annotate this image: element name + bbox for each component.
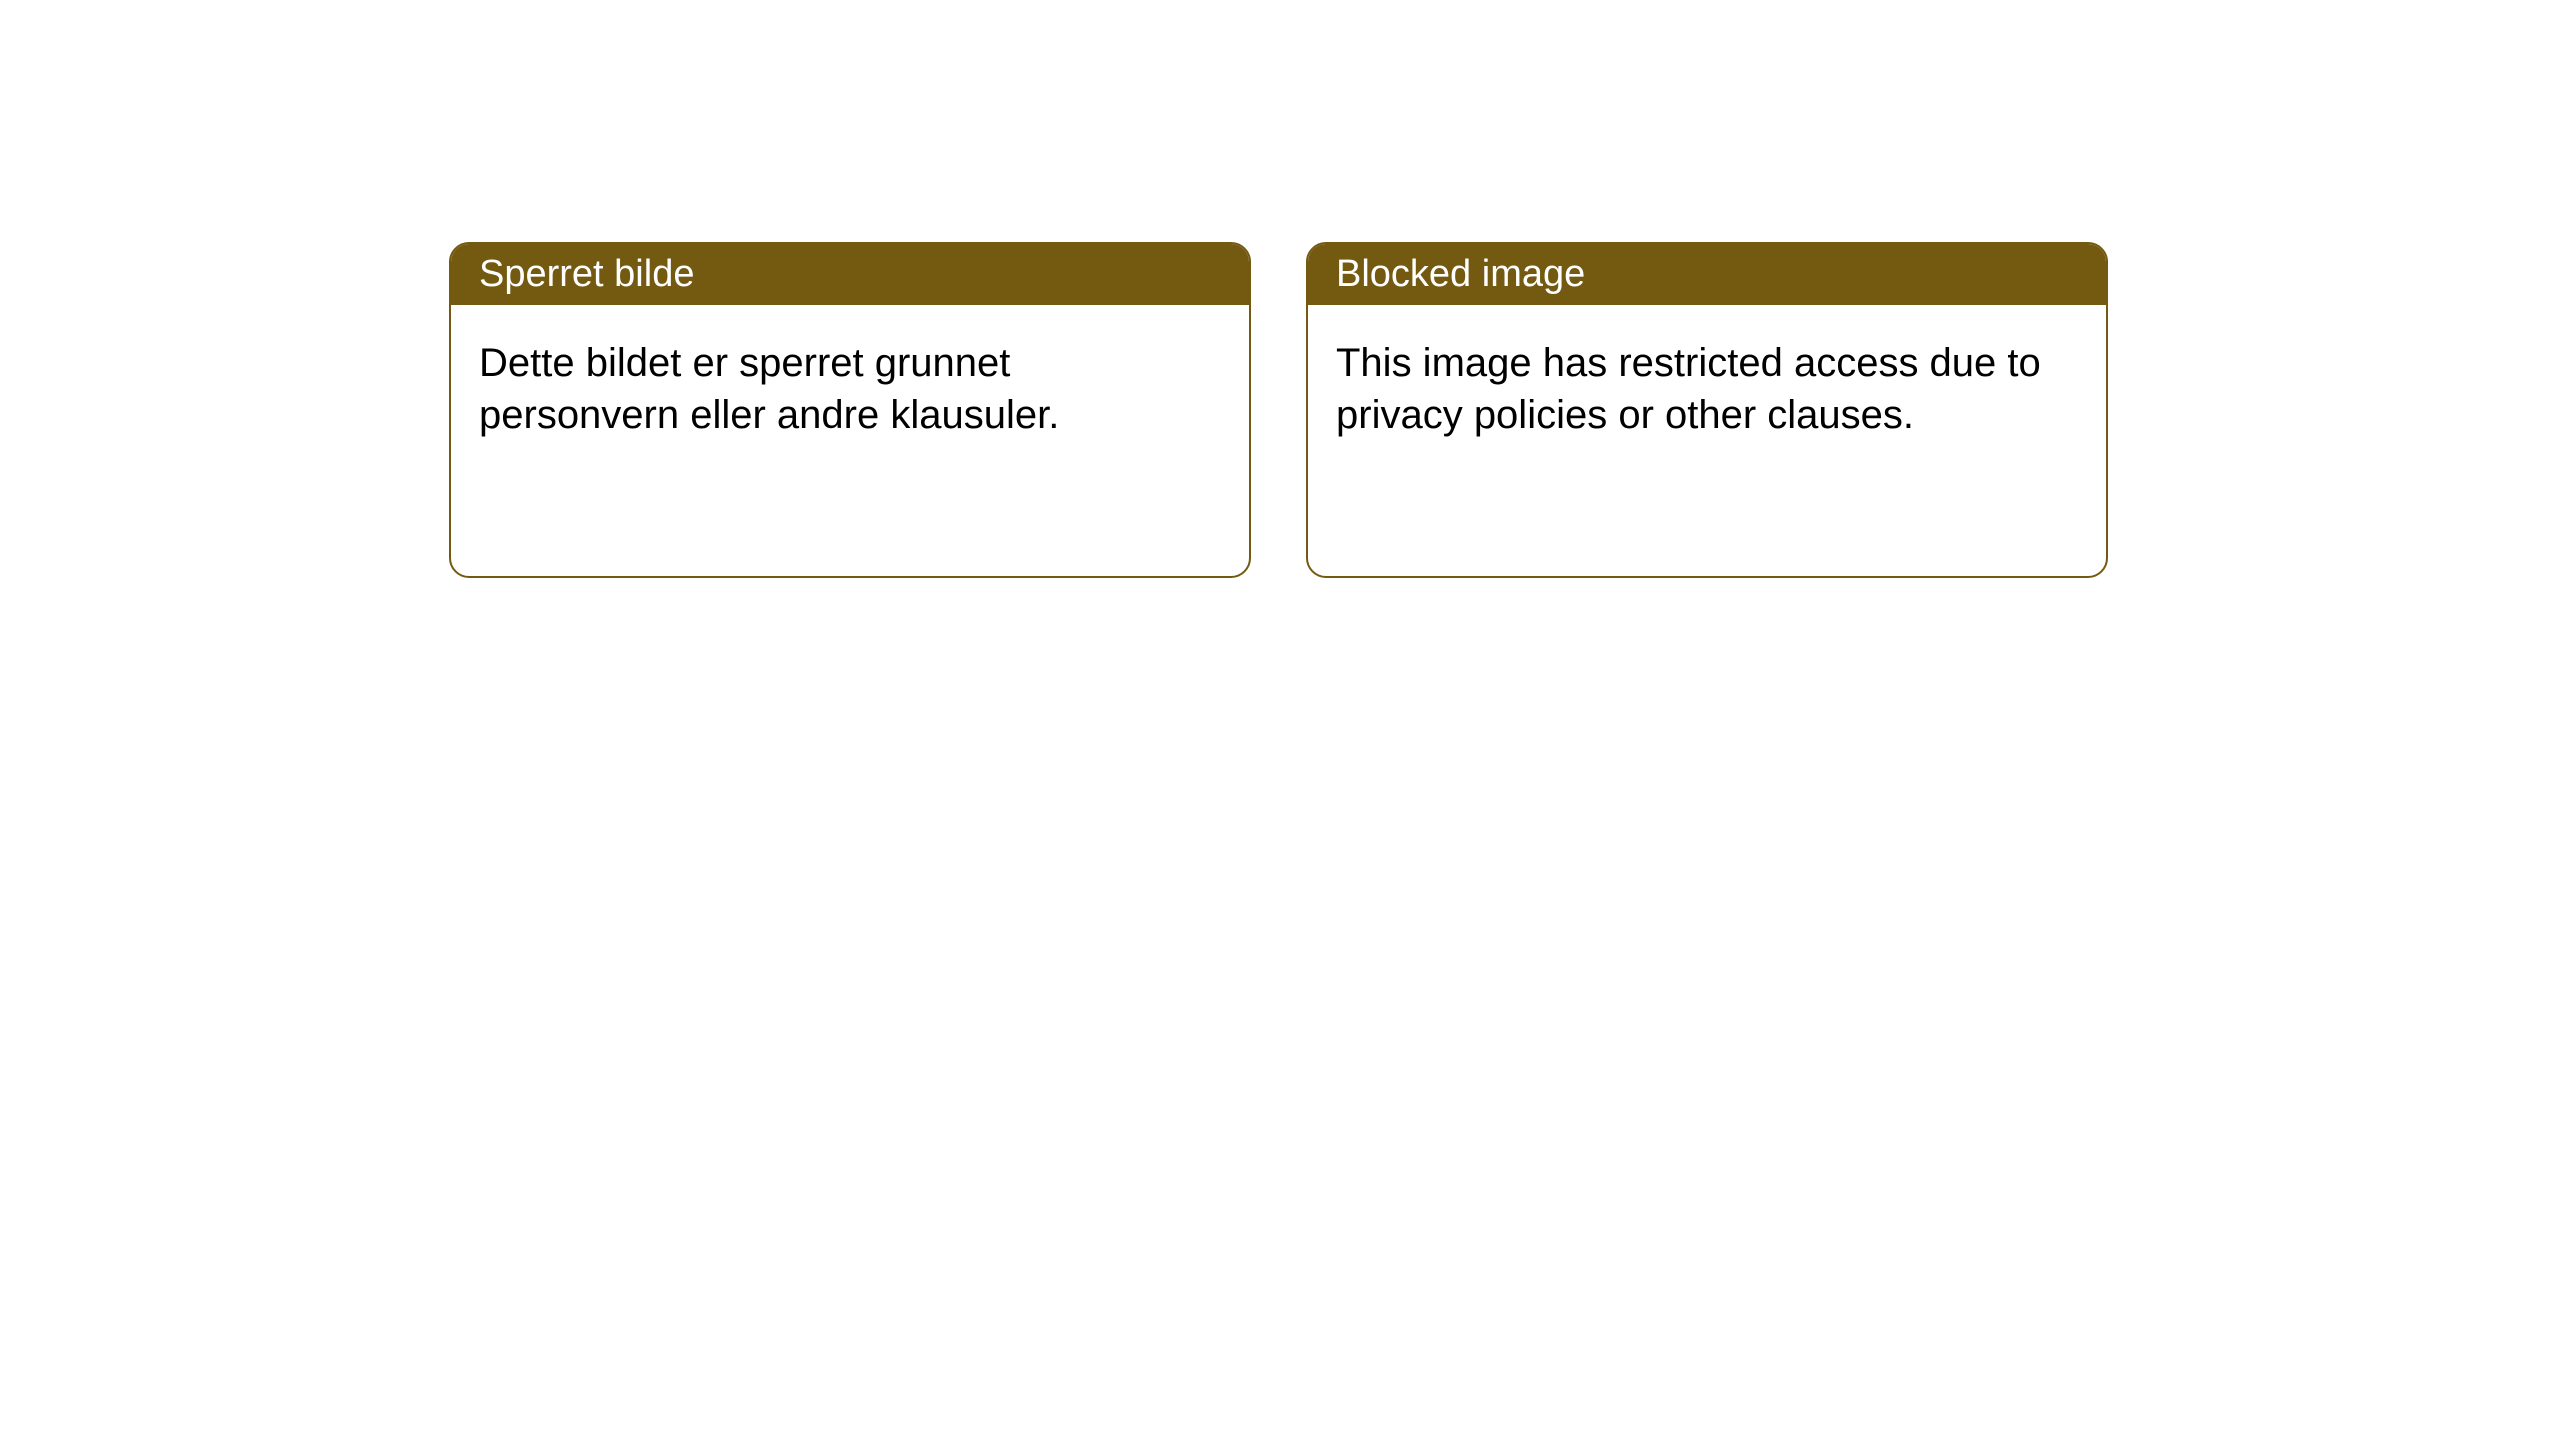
notice-title: Blocked image: [1336, 253, 1585, 295]
notice-card-norwegian: Sperret bilde Dette bildet er sperret gr…: [449, 242, 1251, 578]
notice-container: Sperret bilde Dette bildet er sperret gr…: [449, 242, 2108, 578]
notice-title: Sperret bilde: [479, 253, 694, 295]
notice-card-english: Blocked image This image has restricted …: [1306, 242, 2108, 578]
notice-header: Sperret bilde: [451, 244, 1249, 305]
notice-header: Blocked image: [1308, 244, 2106, 305]
notice-body: This image has restricted access due to …: [1308, 305, 2106, 473]
notice-body-text: Dette bildet er sperret grunnet personve…: [479, 341, 1059, 437]
notice-body-text: This image has restricted access due to …: [1336, 341, 2041, 437]
notice-body: Dette bildet er sperret grunnet personve…: [451, 305, 1249, 473]
